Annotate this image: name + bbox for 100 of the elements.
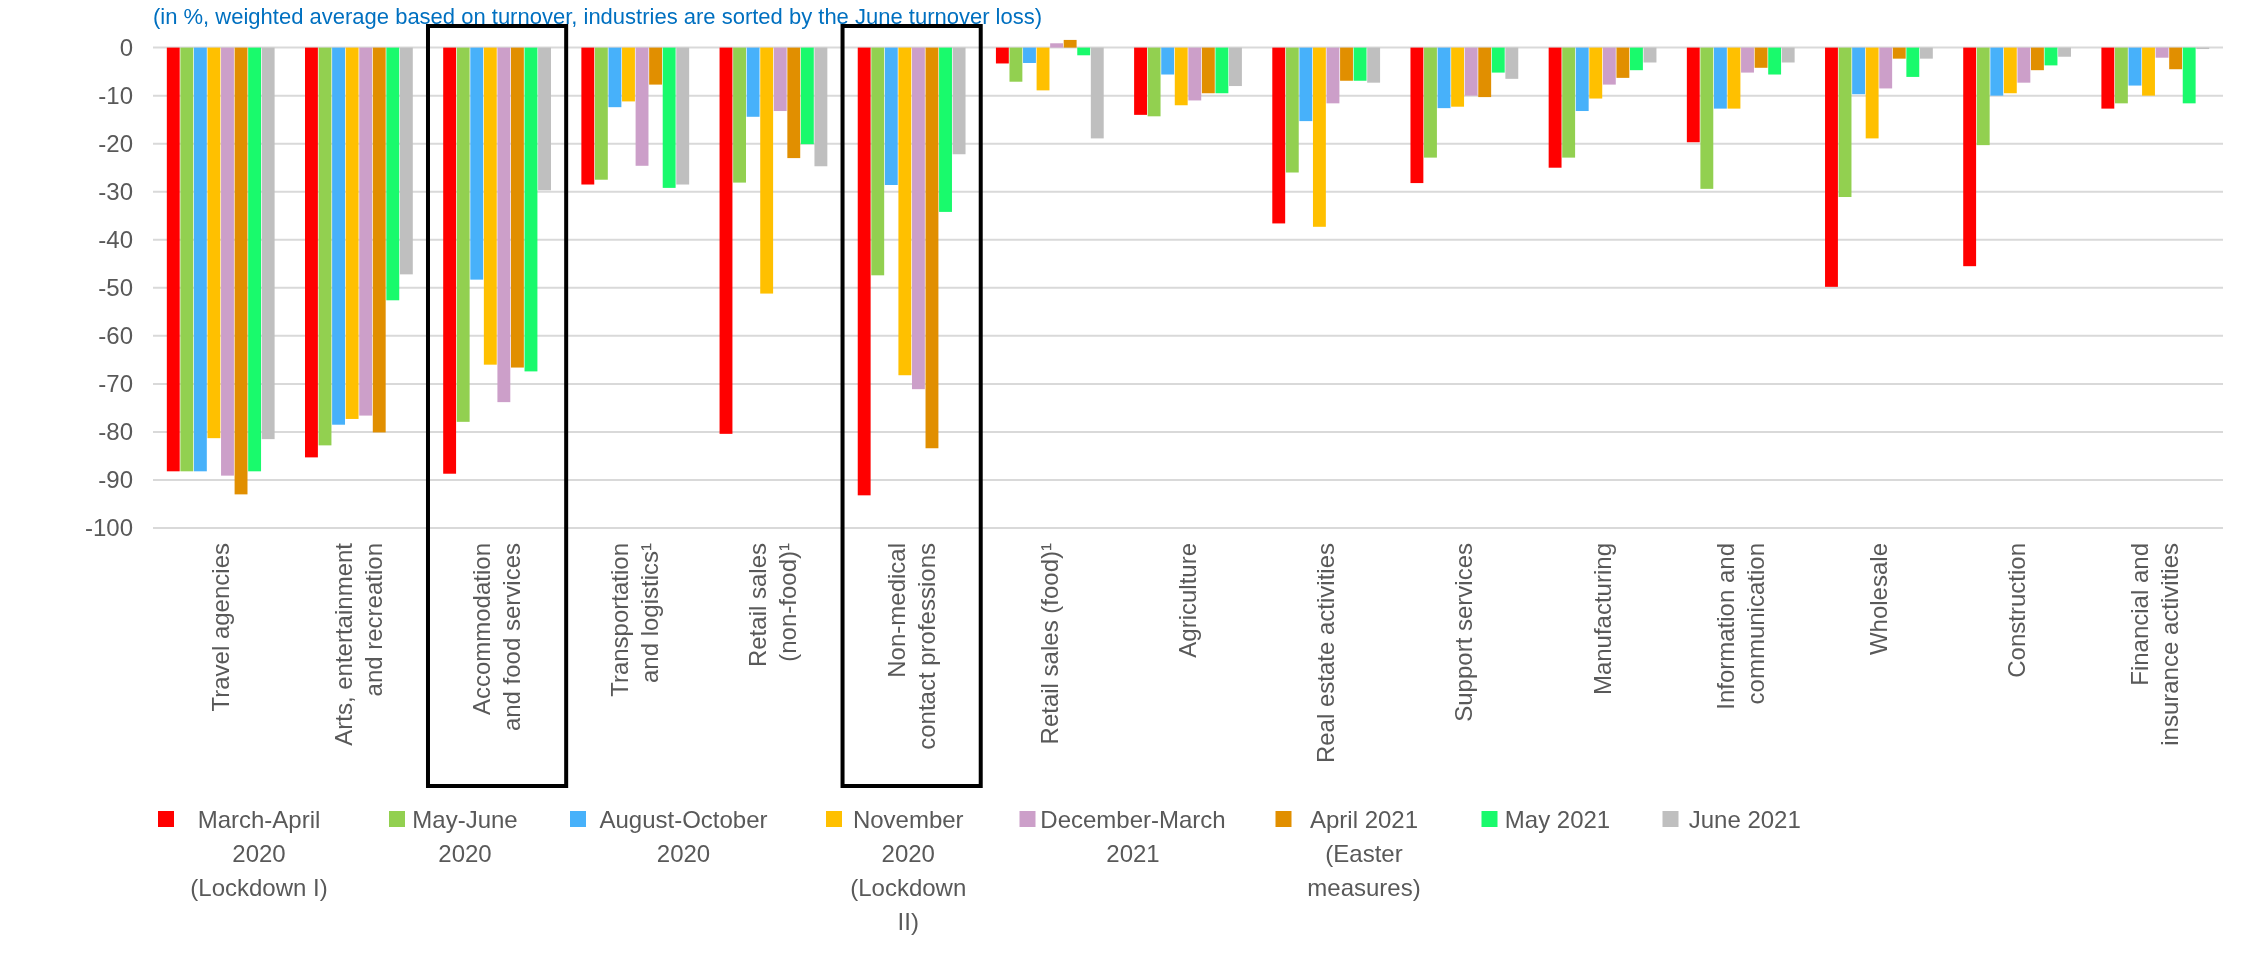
- x-tick-label: Travel agencies: [206, 543, 234, 712]
- bar: [510, 47, 524, 368]
- legend-label: June 2021: [1688, 806, 1801, 834]
- y-tick-label: -40: [98, 226, 133, 254]
- bar: [925, 47, 939, 449]
- bar: [318, 47, 332, 446]
- bar: [359, 47, 373, 416]
- bar: [635, 47, 649, 166]
- bar: [1919, 47, 1933, 59]
- bar: [1741, 47, 1754, 73]
- bar: [1825, 47, 1838, 287]
- bar: [1229, 47, 1242, 87]
- y-tick-label: -50: [98, 274, 133, 302]
- bar: [1713, 47, 1727, 109]
- bar: [1367, 47, 1381, 83]
- bar: [760, 47, 774, 294]
- x-tick-label: Retail sales (food)¹: [1035, 543, 1063, 745]
- bar: [372, 47, 386, 433]
- y-tick-label: -80: [98, 418, 133, 446]
- bar: [483, 47, 497, 365]
- bar: [1781, 47, 1795, 63]
- bar: [1340, 47, 1353, 81]
- x-tick-label: Arts, entertainment and recreation: [329, 542, 387, 746]
- y-tick-label: -70: [98, 370, 133, 398]
- bar: [1754, 47, 1768, 68]
- bar: [207, 47, 221, 439]
- bar: [857, 47, 871, 496]
- x-tick-label: Wholesale: [1864, 543, 1892, 656]
- bar: [305, 47, 318, 458]
- bar: [1147, 47, 1161, 117]
- bar: [1562, 47, 1576, 158]
- x-tick-label: Non-medical contact professions: [882, 543, 940, 750]
- bar: [2031, 47, 2044, 71]
- x-tick-label: Real estate activities: [1312, 543, 1340, 764]
- bar: [1643, 47, 1657, 63]
- bar: [581, 47, 595, 185]
- bar: [1424, 47, 1437, 158]
- bar: [1906, 47, 1920, 77]
- bar: [193, 47, 207, 472]
- bar: [221, 47, 234, 476]
- y-tick-label: 0: [119, 34, 133, 62]
- y-tick-label: -20: [98, 130, 133, 158]
- bar: [345, 47, 359, 419]
- bar: [1174, 47, 1188, 106]
- chart-subtitle: (in %, weighted average based on turnover, industries are sorted by the June turnover loss): [153, 4, 1043, 29]
- bar: [1963, 47, 1977, 267]
- bar: [1491, 47, 1505, 73]
- bar: [2142, 47, 2155, 96]
- bar: [332, 47, 345, 425]
- bar: [1478, 47, 1492, 98]
- legend-label: May-June 2020: [412, 806, 518, 868]
- bar: [1036, 47, 1050, 91]
- bar: [1090, 47, 1104, 139]
- bar: [248, 47, 262, 472]
- bar: [1879, 47, 1893, 89]
- bar: [1353, 47, 1367, 81]
- bar: [1063, 39, 1077, 48]
- y-tick-label: -30: [98, 178, 133, 206]
- bar: [261, 47, 275, 440]
- bar: [1976, 47, 1990, 146]
- bar: [166, 47, 180, 472]
- bar: [456, 47, 470, 422]
- bar: [386, 47, 400, 301]
- bar: [719, 47, 733, 434]
- bar: [814, 47, 828, 167]
- bar: [234, 47, 248, 495]
- bar: [1990, 47, 2004, 96]
- bar: [871, 47, 885, 276]
- bar: [2003, 47, 2017, 94]
- bar: [608, 47, 622, 108]
- bar: [1865, 47, 1879, 139]
- bar: [1727, 47, 1741, 109]
- bar: [1700, 47, 1714, 189]
- x-tick-label: Financial and insurance activities: [2126, 543, 2184, 746]
- bar: [1616, 47, 1630, 78]
- bar: [2182, 47, 2196, 104]
- bar: [1009, 47, 1023, 82]
- bar: [538, 47, 551, 191]
- bar: [939, 47, 952, 212]
- bar: [1077, 47, 1091, 56]
- bar: [524, 47, 538, 372]
- bar: [787, 47, 801, 159]
- bar: [180, 47, 194, 472]
- bar: [1464, 47, 1478, 96]
- bar: [1312, 47, 1326, 227]
- y-tick-label: -90: [98, 466, 133, 494]
- bar: [622, 47, 635, 102]
- legend-label: May 2021: [1504, 806, 1611, 834]
- bar: [898, 47, 912, 376]
- bar: [1272, 47, 1286, 224]
- bar: [1285, 47, 1299, 173]
- x-tick-label: Support services: [1450, 543, 1478, 722]
- legend-label: December-March 2021: [1040, 806, 1226, 868]
- bar: [399, 47, 413, 275]
- bar: [1602, 47, 1616, 85]
- bar: [1589, 47, 1603, 99]
- bar: [649, 47, 663, 85]
- bar: [1410, 47, 1424, 184]
- bar: [1326, 47, 1340, 104]
- bar: [1188, 47, 1202, 101]
